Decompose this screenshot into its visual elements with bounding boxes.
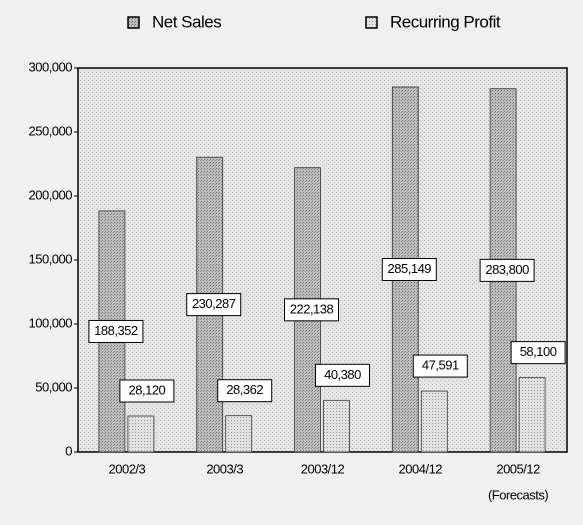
data-label: 188,352 [94,323,138,338]
bar [420,390,448,453]
bar [225,415,253,453]
data-label-box [412,354,468,378]
y-tick-label: 0 [65,443,72,458]
data-label: 230,287 [192,296,236,311]
annotation: (Forecasts) [488,487,548,502]
bar [323,399,350,453]
data-label: 28,120 [129,382,166,397]
y-tick-label: 50,000 [35,379,72,394]
data-label: 47,591 [422,358,459,373]
y-tick-label: 300,000 [29,59,73,74]
x-tick-label: 2004/12 [399,461,443,476]
data-label-box [479,258,535,282]
y-tick-label: 200,000 [29,187,73,202]
data-label-box [186,293,242,317]
y-tick-label: 150,000 [29,251,73,266]
x-tick-label: 2003/3 [206,461,243,476]
data-label-box [284,298,339,322]
data-label-box [510,341,566,365]
bar [127,415,155,453]
data-label: 58,100 [520,344,557,359]
data-label-box [315,363,370,387]
bar [518,377,546,453]
x-tick-label: 2003/12 [301,461,345,476]
data-label: 222,138 [290,301,334,316]
data-label-box [217,379,273,403]
data-label-box [88,319,144,343]
y-tick-label: 100,000 [29,315,73,330]
data-label-box [381,258,437,282]
legend-label: Recurring Profit [390,12,501,31]
data-label: 28,362 [226,382,263,397]
y-tick-label: 250,000 [29,123,73,138]
data-label: 283,800 [485,262,529,277]
data-label-box [119,379,175,403]
legend-swatch [365,16,378,29]
x-tick-label: 2005/12 [496,461,540,476]
data-label: 40,380 [324,367,361,382]
legend-swatch [127,16,140,29]
x-tick-label: 2002/3 [109,461,146,476]
legend-label: Net Sales [152,12,221,31]
data-label: 285,149 [388,261,432,276]
